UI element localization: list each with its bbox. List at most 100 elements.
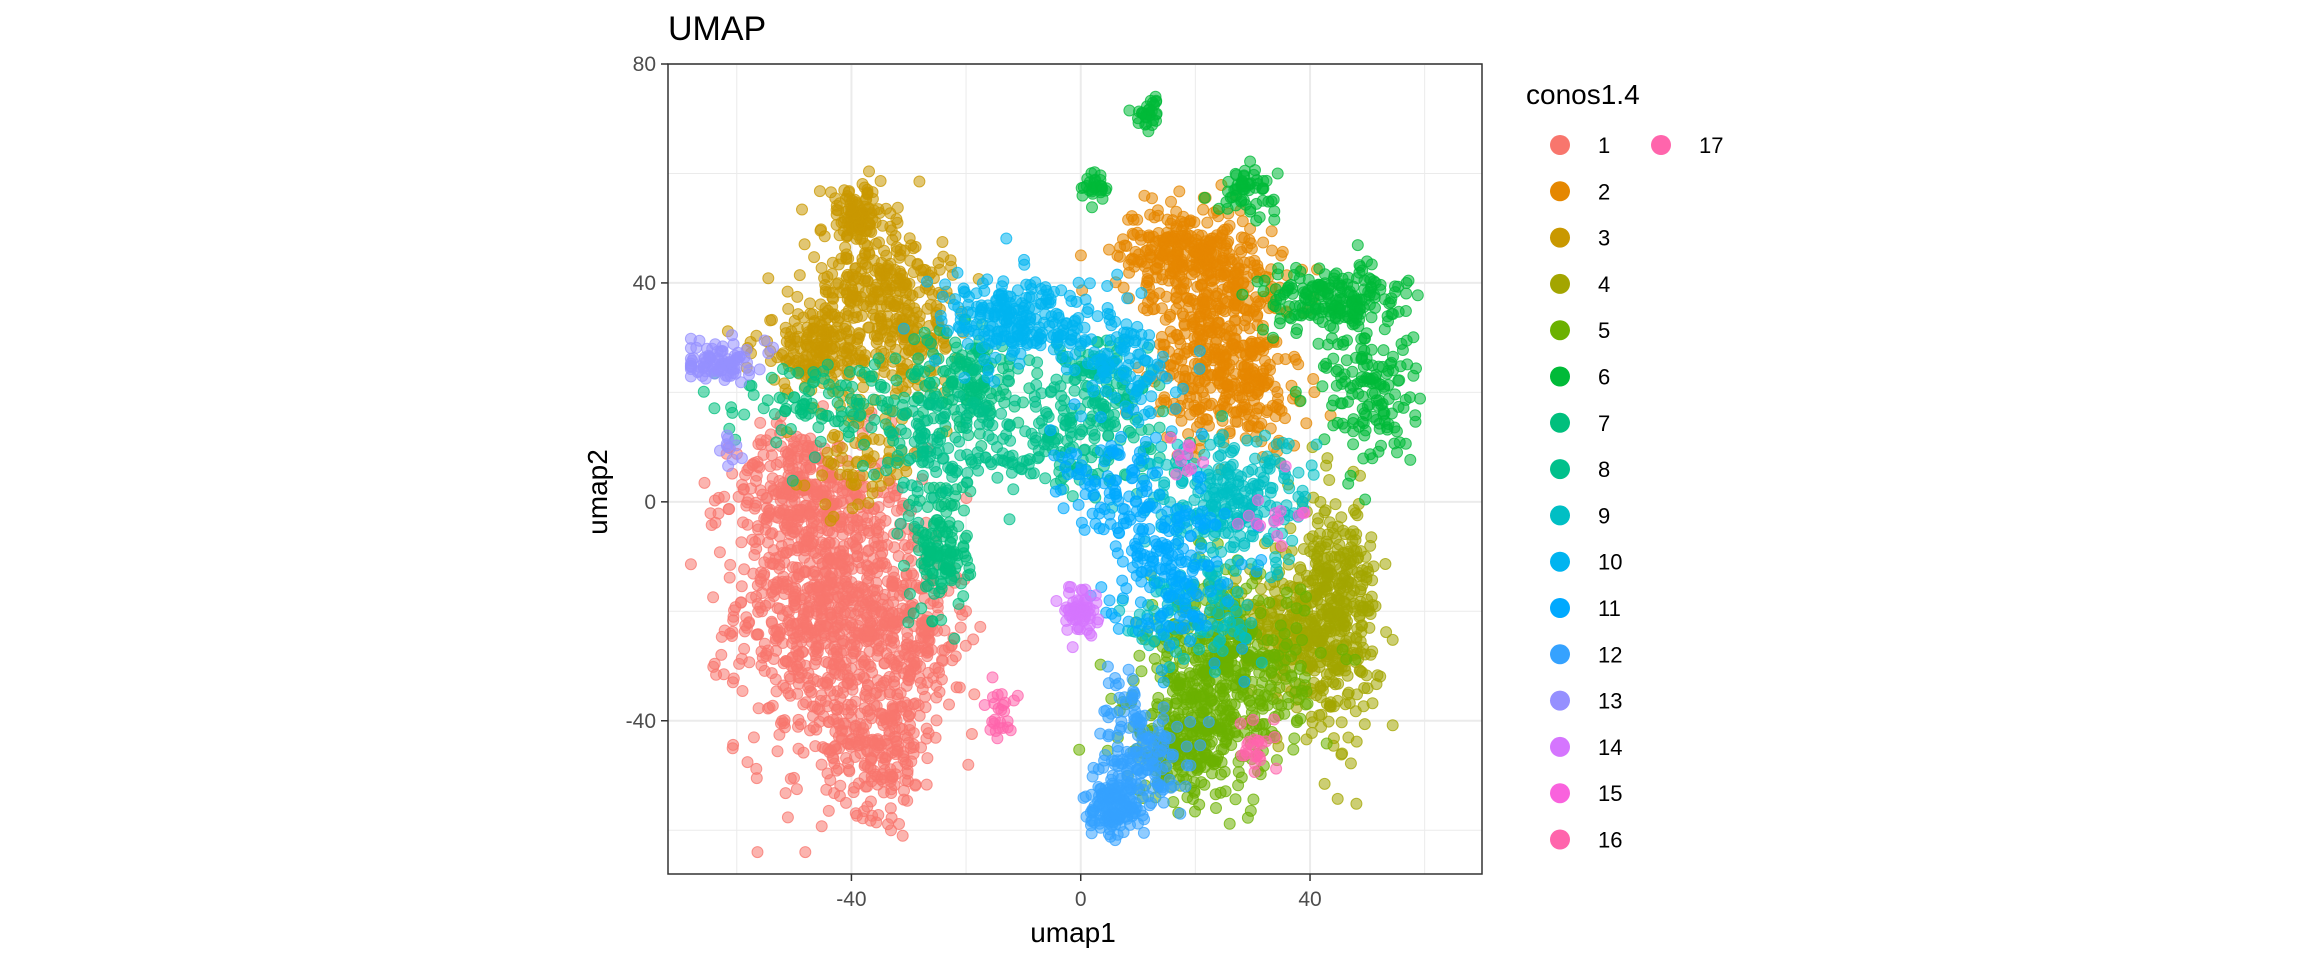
point-cluster-1: [867, 552, 880, 565]
point-cluster-1: [715, 648, 728, 661]
point-cluster-1: [698, 476, 711, 489]
point-cluster-2: [1260, 406, 1273, 419]
point-cluster-5: [1320, 737, 1333, 750]
point-cluster-1: [765, 615, 778, 628]
point-cluster-1: [758, 637, 771, 650]
point-cluster-7: [903, 587, 916, 600]
point-cluster-3: [939, 342, 952, 355]
point-cluster-1: [822, 716, 835, 729]
point-cluster-2: [1187, 258, 1200, 271]
point-cluster-1: [764, 528, 777, 540]
point-cluster-5: [1243, 694, 1256, 707]
point-cluster-2: [1212, 353, 1225, 366]
point-cluster-3: [851, 311, 863, 324]
point-cluster-1: [884, 768, 897, 781]
point-cluster-2: [1165, 195, 1177, 208]
point-cluster-3: [845, 201, 858, 214]
point-cluster-2: [1142, 229, 1155, 242]
point-cluster-2: [1257, 236, 1270, 249]
point-cluster-6: [1326, 399, 1339, 412]
point-cluster-1: [803, 595, 816, 608]
point-cluster-2: [1151, 204, 1164, 217]
point-cluster-6: [1294, 394, 1307, 407]
point-cluster-3: [863, 246, 875, 259]
point-cluster-1: [734, 596, 747, 609]
point-cluster-5: [1172, 707, 1185, 720]
point-cluster-2: [1203, 399, 1216, 412]
point-cluster-5: [1169, 697, 1182, 710]
point-cluster-6: [1253, 211, 1266, 224]
point-cluster-5: [1217, 689, 1230, 702]
point-cluster-2: [1254, 336, 1266, 349]
point-cluster-1: [727, 614, 740, 627]
point-cluster-3: [844, 297, 857, 309]
point-cluster-1: [797, 698, 810, 711]
point-cluster-4: [1349, 705, 1362, 718]
point-cluster-3: [798, 238, 811, 251]
point-cluster-5: [1247, 793, 1260, 806]
point-cluster-1: [786, 462, 799, 475]
point-cluster-3: [765, 313, 778, 326]
point-cluster-4: [1311, 517, 1324, 530]
point-cluster-1: [767, 578, 780, 591]
point-cluster-1: [929, 731, 942, 744]
point-cluster-1: [824, 642, 837, 655]
point-cluster-1: [821, 524, 834, 537]
point-cluster-5: [1294, 583, 1307, 596]
point-cluster-1: [882, 818, 894, 831]
point-cluster-6: [1272, 262, 1285, 275]
point-cluster-6: [1094, 174, 1107, 186]
point-cluster-1: [850, 809, 863, 822]
point-cluster-1: [738, 642, 751, 655]
point-cluster-1: [800, 619, 813, 632]
point-cluster-6: [1355, 375, 1368, 388]
point-cluster-5: [1223, 817, 1236, 830]
point-cluster-1: [879, 734, 892, 747]
point-cluster-3: [793, 269, 806, 282]
point-cluster-1: [887, 615, 900, 628]
point-cluster-5: [1274, 619, 1287, 632]
point-cluster-5: [1254, 694, 1267, 707]
point-cluster-6: [1271, 167, 1284, 180]
point-cluster-1: [779, 681, 792, 694]
point-cluster-2: [1188, 216, 1201, 229]
point-cluster-7: [930, 514, 943, 527]
point-cluster-1: [754, 434, 767, 447]
point-cluster-3: [898, 279, 911, 292]
point-cluster-7: [957, 590, 970, 603]
point-cluster-4: [1386, 719, 1399, 732]
point-cluster-4: [1361, 562, 1374, 575]
point-cluster-3: [808, 251, 821, 264]
point-cluster-2: [1190, 297, 1203, 310]
point-cluster-4: [1350, 735, 1363, 748]
point-cluster-3: [827, 328, 840, 341]
point-cluster-1: [858, 659, 871, 672]
point-cluster-5: [1263, 596, 1276, 609]
point-cluster-6: [1256, 182, 1269, 195]
point-cluster-1: [799, 566, 812, 578]
point-cluster-3: [826, 256, 839, 269]
point-cluster-3: [878, 244, 891, 257]
point-cluster-1: [771, 745, 784, 758]
point-cluster-4: [1359, 550, 1372, 563]
point-cluster-4: [1332, 677, 1345, 690]
point-cluster-2: [1221, 295, 1234, 308]
point-cluster-6: [1123, 104, 1136, 117]
point-cluster-6: [1411, 289, 1424, 302]
point-cluster-1: [726, 676, 739, 689]
point-cluster-1: [846, 683, 859, 696]
point-cluster-3: [861, 183, 874, 196]
point-cluster-1: [707, 591, 720, 604]
point-cluster-6: [1237, 194, 1250, 207]
point-cluster-7: [891, 527, 904, 540]
point-cluster-4: [1351, 688, 1363, 701]
point-cluster-1: [872, 634, 885, 647]
point-cluster-3: [894, 243, 907, 256]
point-cluster-1: [743, 461, 755, 474]
point-cluster-2: [1211, 287, 1224, 300]
point-cluster-5: [1209, 788, 1222, 801]
point-cluster-1: [904, 742, 917, 754]
point-cluster-1: [901, 794, 914, 807]
point-cluster-6: [1293, 299, 1306, 312]
point-cluster-7: [957, 547, 970, 560]
